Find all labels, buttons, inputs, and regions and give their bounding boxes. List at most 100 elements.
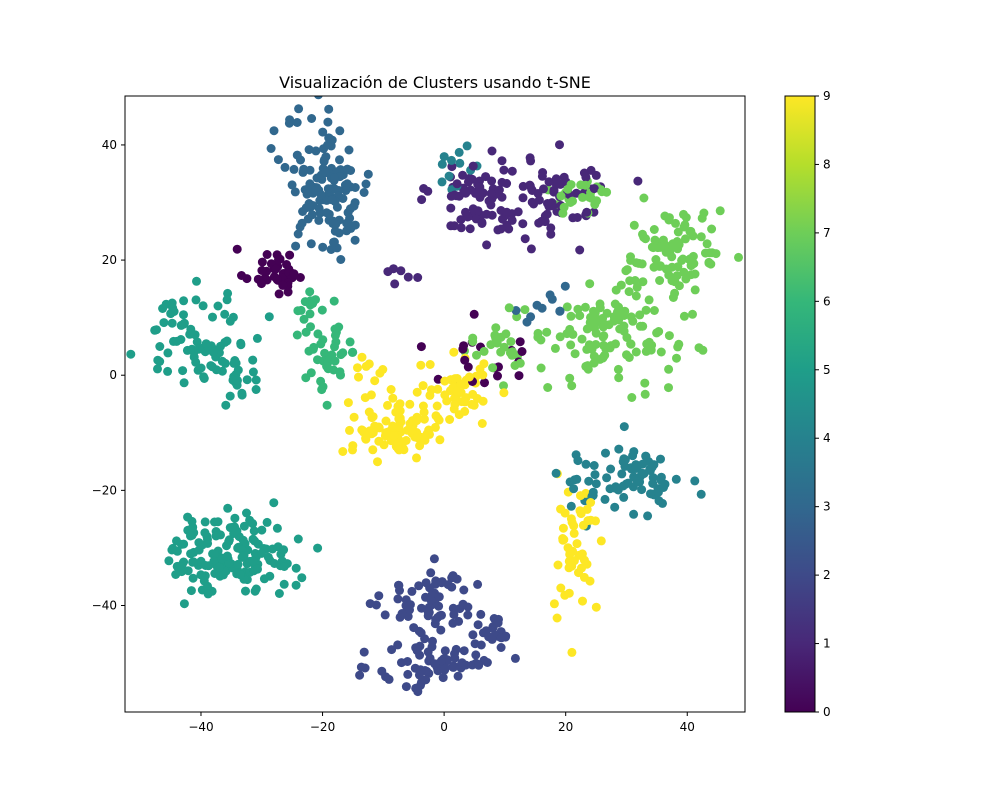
scatter-point [222,551,232,561]
scatter-point [297,573,307,583]
scatter-point [350,183,360,192]
plot-frame [124,95,746,713]
scatter-point [668,293,678,302]
scatter-point [582,504,592,514]
scatter-point [439,152,449,162]
scatter-point [368,445,378,455]
scatter-point [468,630,478,640]
scatter-point [430,659,440,669]
scatter-point [449,221,459,231]
scatter-point [635,477,645,487]
scatter-point [453,671,463,681]
scatter-point [473,579,483,589]
scatter-point [589,358,599,368]
scatter-point [389,431,399,441]
scatter-point [302,189,312,199]
scatter-point [213,301,223,311]
scatter-point [587,319,597,329]
scatter-point [172,546,182,556]
scatter-point [289,269,299,279]
scatter-point [560,590,570,600]
scatter-point [305,287,315,297]
scatter-point [536,335,546,345]
scatter-point [330,330,340,340]
scatter-point [370,376,380,386]
colorbar-gradient [785,96,815,712]
scatter-point [413,273,423,282]
scatter-point [610,483,620,493]
scatter-point [191,295,201,305]
scatter-point [274,255,283,265]
scatter-point [711,249,721,259]
scatter-point [426,595,436,605]
scatter-point [437,159,447,169]
scatter-point [335,155,344,165]
scatter-point [191,357,201,367]
scatter-point [306,239,316,249]
scatter-point [308,201,318,210]
scatter-point [696,232,706,242]
scatter-point [486,340,496,350]
scatter-point [444,171,454,181]
scatter-point [593,315,603,325]
scatter-point [297,218,307,228]
scatter-point [380,610,390,620]
scatter-point [194,545,204,555]
scatter-point [456,379,466,389]
scatter-point [355,670,365,680]
scatter-point [685,254,695,264]
scatter-point [456,223,466,233]
x-axis: −40 −20 0 20 40 [188,712,695,734]
scatter-point [412,387,422,397]
scatter-point [292,118,302,127]
scatter-point [225,316,235,326]
scatter-point [381,416,391,426]
scatter-point [667,252,677,262]
scatter-point [649,262,659,272]
scatter-point [432,401,442,411]
scatter-point [459,646,469,656]
scatter-point [251,375,261,385]
scatter-point [272,275,282,285]
scatter-point [526,312,536,322]
scatter-point [616,280,626,290]
scatter-point [426,385,436,395]
scatter-point [473,620,483,630]
scatter-point [210,549,220,559]
scatter-point [447,155,456,165]
y-tick-label: 20 [102,253,117,267]
chart-title: Visualización de Clusters usando t-SNE [279,73,591,92]
scatter-point [421,578,431,588]
scatter-point [481,172,491,182]
scatter-point [565,198,575,207]
scatter-point [314,96,323,100]
scatter-point [186,531,195,541]
scatter-point [187,344,197,354]
scatter-point [322,208,332,218]
scatter-point [315,208,325,218]
scatter-point [249,526,259,536]
scatter-point [423,647,433,657]
scatter-point [641,234,650,244]
scatter-point [253,564,262,574]
scatter-point [417,603,426,613]
scatter-point [567,647,577,657]
scatter-point [442,396,452,406]
scatter-point [567,561,577,571]
scatter-point [318,242,328,252]
scatter-point [602,473,612,483]
scatter-point [329,237,338,247]
scatter-point [343,398,353,408]
scatter-point [395,399,405,409]
scatter-point [570,349,580,359]
scatter-point [643,511,653,521]
scatter-point [361,361,371,371]
scatter-point [368,412,378,422]
scatter-point [671,474,681,484]
scatter-point [454,147,464,157]
scatter-point [493,618,503,628]
scatter-point [704,257,714,267]
scatter-point [656,242,665,252]
scatter-point [345,337,355,347]
scatter-point [368,428,378,438]
